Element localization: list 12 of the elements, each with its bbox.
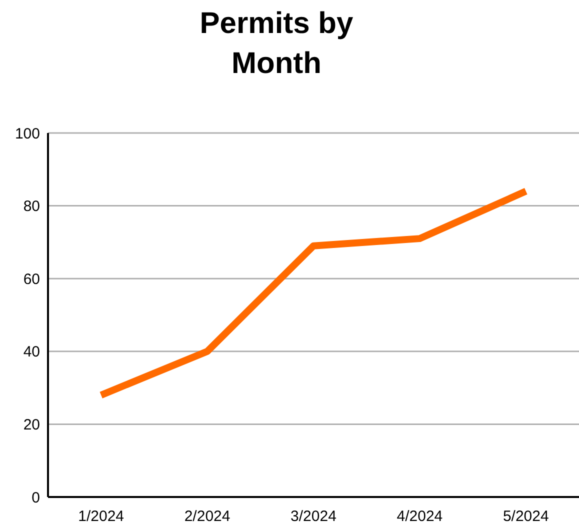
x-tick-label: 3/2024 — [290, 508, 336, 525]
x-tick-label: 4/2024 — [396, 508, 443, 525]
y-tick-label: 40 — [23, 344, 40, 361]
y-tick-label: 100 — [14, 125, 40, 142]
y-tick-label: 0 — [32, 489, 40, 506]
y-tick-label: 80 — [23, 198, 40, 216]
y-tick-label: 60 — [23, 270, 40, 288]
chart-title: Permits by Month — [200, 7, 354, 80]
x-tick-label: 5/2024 — [502, 508, 549, 525]
x-tick-label: 1/2024 — [78, 508, 124, 525]
x-tick-label: 2/2024 — [184, 508, 230, 525]
y-tick-label: 20 — [23, 416, 40, 434]
